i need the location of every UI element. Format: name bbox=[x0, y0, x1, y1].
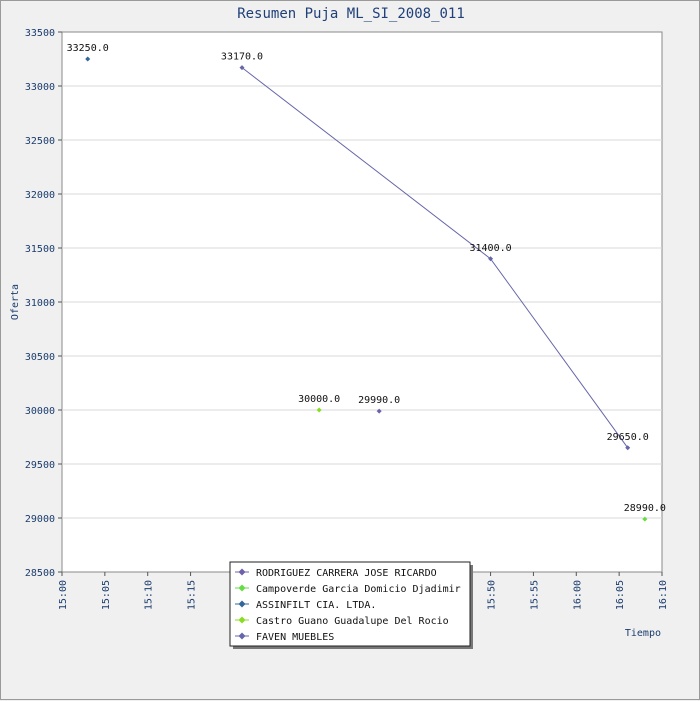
legend-box bbox=[229, 561, 471, 647]
x-tick-label: 15:15 bbox=[187, 580, 198, 610]
x-axis-label: Tiempo bbox=[625, 628, 661, 639]
data-point bbox=[239, 65, 245, 71]
x-tick-label: 15:50 bbox=[487, 580, 498, 610]
legend-swatch-marker bbox=[238, 584, 246, 592]
data-point bbox=[488, 256, 494, 262]
data-point bbox=[642, 516, 648, 522]
legend-swatch-marker bbox=[238, 632, 246, 640]
y-tick-label: 28500 bbox=[25, 568, 55, 579]
legend-swatch-marker bbox=[238, 616, 246, 624]
data-label: 29650.0 bbox=[607, 432, 649, 443]
data-label: 31400.0 bbox=[469, 243, 511, 254]
series-layer: 29990.0 28990.0 33250.0 30000.0 33170.0 31400… bbox=[67, 43, 666, 522]
y-tick-label: 31000 bbox=[25, 298, 55, 309]
legend-entry: Castro Guano Guadalupe Del Rocio bbox=[256, 616, 449, 627]
y-tick-label: 32000 bbox=[25, 190, 55, 201]
x-tick-label: 16:10 bbox=[658, 580, 669, 610]
chart-title: Resumen Puja ML_SI_2008_011 bbox=[237, 6, 465, 22]
x-tick-label: 15:55 bbox=[529, 580, 540, 610]
data-point bbox=[316, 407, 322, 413]
data-label: 29990.0 bbox=[358, 395, 400, 406]
legend-entry: FAVEN MUEBLES bbox=[256, 632, 334, 643]
x-tick-label: 15:05 bbox=[101, 580, 112, 610]
y-tick-label: 33500 bbox=[25, 28, 55, 39]
y-tick-label: 32500 bbox=[25, 136, 55, 147]
data-label: 28990.0 bbox=[624, 503, 666, 514]
x-tick-label: 15:10 bbox=[144, 580, 155, 610]
legend-entry: ASSINFILT CIA. LTDA. bbox=[256, 600, 376, 611]
y-tick-label: 31500 bbox=[25, 244, 55, 255]
y-axis-label: Oferta bbox=[10, 284, 21, 320]
data-label: 33250.0 bbox=[67, 43, 109, 54]
y-tick-label: 30000 bbox=[25, 406, 55, 417]
legend: RODRIGUEZ CARRERA JOSE RICARDO Campoverde… bbox=[229, 561, 473, 649]
legend-entry: RODRIGUEZ CARRERA JOSE RICARDO bbox=[256, 568, 437, 579]
y-tick-label: 29000 bbox=[25, 514, 55, 525]
x-tick-label: 15:00 bbox=[58, 580, 69, 610]
legend-swatch-marker bbox=[238, 568, 246, 576]
x-tick-label: 16:05 bbox=[615, 580, 626, 610]
data-point bbox=[85, 56, 91, 62]
data-label: 30000.0 bbox=[298, 394, 340, 405]
legend-swatch-marker bbox=[238, 600, 246, 608]
grid bbox=[62, 85, 662, 519]
y-tick-label: 33000 bbox=[25, 82, 55, 93]
y-tick-label: 30500 bbox=[25, 352, 55, 363]
x-tick-label: 16:00 bbox=[572, 580, 583, 610]
data-label: 33170.0 bbox=[221, 52, 263, 63]
y-tick-label: 29500 bbox=[25, 460, 55, 471]
legend-entry: Campoverde Garcia Domicio Djadimir bbox=[256, 584, 461, 595]
data-point bbox=[625, 445, 631, 451]
data-point bbox=[376, 408, 382, 414]
